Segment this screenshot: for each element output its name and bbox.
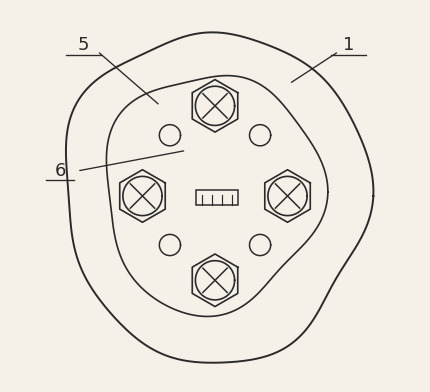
Text: 5: 5 <box>78 36 89 54</box>
Bar <box>197 190 237 205</box>
Text: 6: 6 <box>55 162 66 180</box>
Text: 1: 1 <box>343 36 354 54</box>
